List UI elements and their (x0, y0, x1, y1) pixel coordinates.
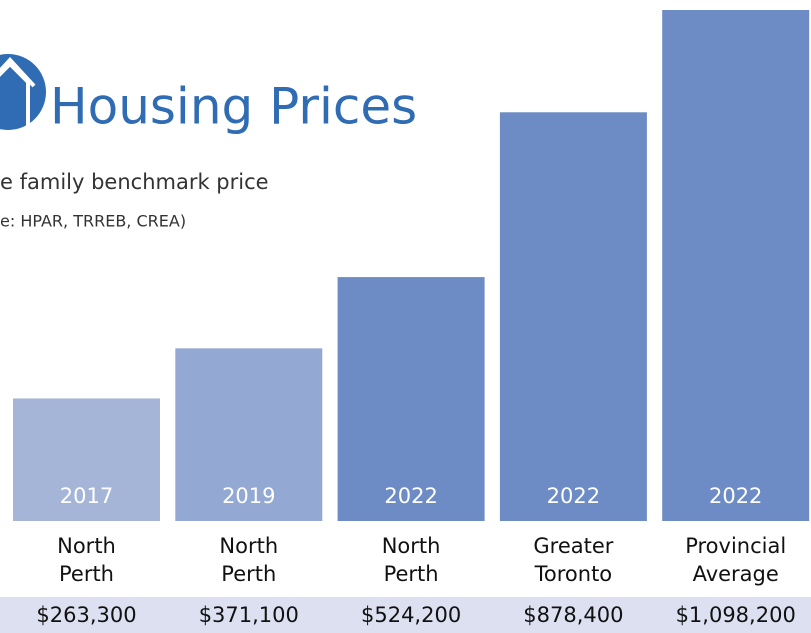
x-tick-label: Perth (59, 562, 114, 586)
x-tick-label: Perth (221, 562, 276, 586)
x-tick-label: North (57, 534, 116, 558)
value-label: $524,200 (361, 603, 461, 627)
x-tick-label: Perth (384, 562, 439, 586)
year-label: 2022 (384, 484, 437, 508)
value-label: $371,100 (199, 603, 299, 627)
x-tick-label: North (382, 534, 441, 558)
x-tick-label: Greater (533, 534, 613, 558)
x-tick-label: Average (693, 562, 779, 586)
year-label: 2022 (709, 484, 762, 508)
source: e: HPAR, TRREB, CREA) (0, 212, 186, 231)
x-tick-label: Toronto (534, 562, 613, 586)
x-tick-label: Provincial (685, 534, 786, 558)
bar (662, 10, 810, 521)
bar (499, 112, 647, 522)
bar (337, 277, 485, 521)
value-band (0, 597, 811, 633)
year-label: 2019 (222, 484, 275, 508)
year-label: 2017 (60, 484, 113, 508)
value-label: $878,400 (523, 603, 623, 627)
x-tick-label: North (219, 534, 278, 558)
subtitle: e family benchmark price (0, 170, 269, 194)
year-label: 2022 (547, 484, 600, 508)
bar (175, 348, 323, 521)
chart-title: Housing Prices (50, 78, 417, 136)
house-icon (0, 54, 46, 130)
bar (13, 398, 160, 521)
value-label: $263,300 (36, 603, 136, 627)
value-label: $1,098,200 (676, 603, 796, 627)
